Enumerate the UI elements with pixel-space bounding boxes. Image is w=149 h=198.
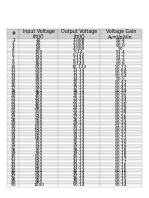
Text: PDF: PDF bbox=[7, 6, 35, 19]
